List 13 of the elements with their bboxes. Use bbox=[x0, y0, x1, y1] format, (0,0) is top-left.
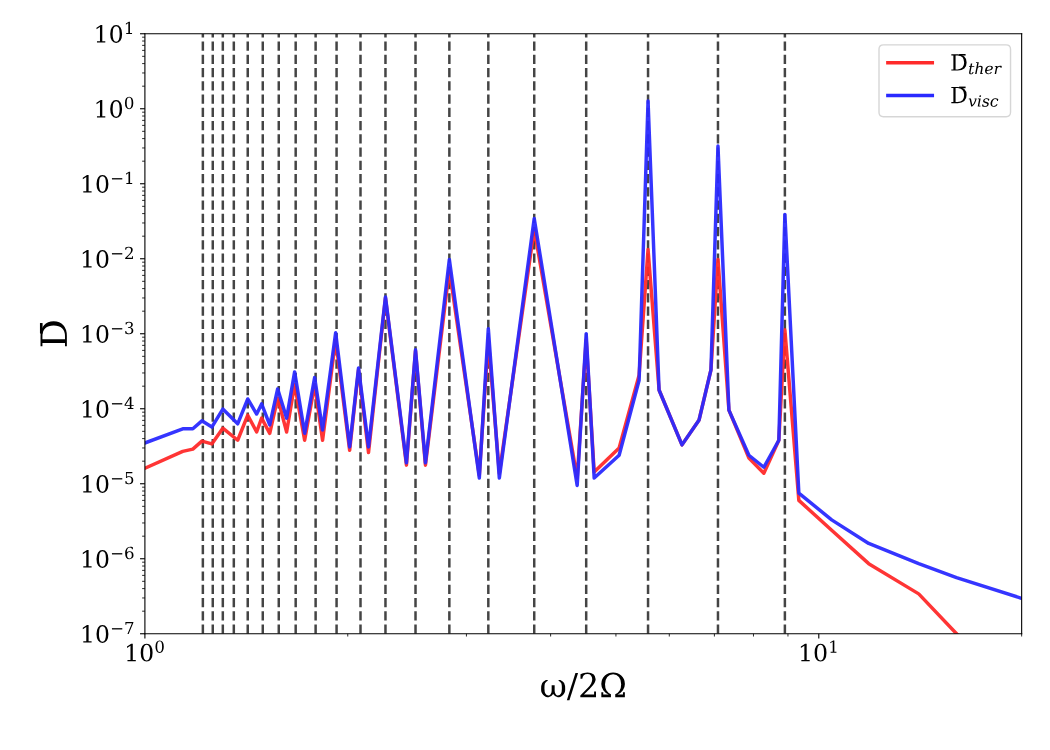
legend-label: D̄$_{visc}$ bbox=[951, 86, 999, 107]
legend-label: D̄$_{ther}$ bbox=[951, 53, 1002, 75]
y-tick-label: 10$^{1}$ bbox=[96, 21, 133, 43]
y-tick-label: 10$^{−4}$ bbox=[82, 396, 134, 418]
y-tick-label: 10$^{−6}$ bbox=[82, 546, 134, 568]
y-tick-label: 10$^{−5}$ bbox=[82, 471, 134, 493]
y-axis-title: D̄ bbox=[39, 321, 67, 347]
y-tick-label: 10$^{−7}$ bbox=[82, 621, 134, 643]
y-tick-label: 10$^{0}$ bbox=[96, 96, 134, 118]
x-axis-title: ω/2Ω bbox=[541, 672, 625, 701]
y-tick-label: 10$^{−3}$ bbox=[82, 321, 134, 343]
y-tick-label: 10$^{−2}$ bbox=[82, 246, 133, 268]
y-tick-label: 10$^{−1}$ bbox=[82, 171, 133, 193]
